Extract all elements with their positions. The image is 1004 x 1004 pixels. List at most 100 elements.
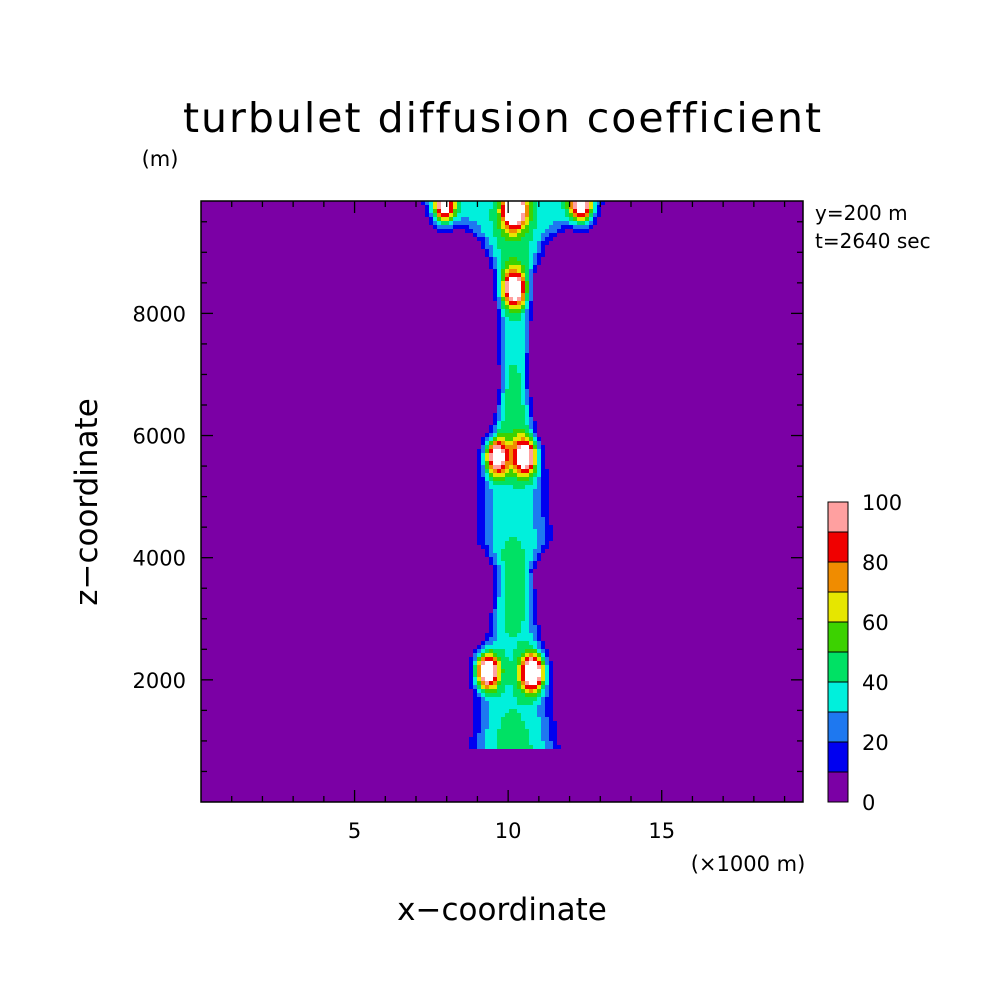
heatmap-cell <box>525 513 529 517</box>
heatmap-cell <box>533 269 537 273</box>
heatmap-cell <box>497 553 501 557</box>
heatmap-cell <box>533 445 537 449</box>
heatmap-cell <box>509 565 513 569</box>
heatmap-cell <box>517 573 521 577</box>
heatmap-cell <box>533 745 537 749</box>
heatmap-cell <box>477 649 481 653</box>
heatmap-cell <box>493 733 497 737</box>
heatmap-cell <box>489 209 493 213</box>
heatmap-cell <box>493 417 497 421</box>
heatmap-cell <box>505 389 509 393</box>
heatmap-cell <box>541 693 545 697</box>
heatmap-cell <box>437 225 441 229</box>
heatmap-cell <box>529 301 533 305</box>
heatmap-cell <box>493 521 497 525</box>
heatmap-cell <box>513 393 517 397</box>
heatmap-cell <box>509 405 513 409</box>
heatmap-cell <box>509 677 513 681</box>
heatmap-cell <box>541 665 545 669</box>
heatmap-cell <box>545 237 549 241</box>
heatmap-cell <box>497 229 501 233</box>
heatmap-cell <box>481 453 485 457</box>
heatmap-cell <box>445 229 449 233</box>
heatmap-cell <box>521 717 525 721</box>
heatmap-cell <box>521 309 525 313</box>
heatmap-cell <box>525 377 529 381</box>
heatmap-cell <box>545 745 549 749</box>
heatmap-cell <box>569 205 573 209</box>
heatmap-cell <box>489 425 493 429</box>
heatmap-cell <box>533 741 537 745</box>
heatmap-cell <box>501 549 505 553</box>
heatmap-cell <box>533 553 537 557</box>
heatmap-cell <box>521 501 525 505</box>
heatmap-cell <box>537 485 541 489</box>
heatmap-cell <box>521 609 525 613</box>
heatmap-cell <box>489 237 493 241</box>
heatmap-cell <box>521 713 525 717</box>
heatmap-cell <box>529 505 533 509</box>
heatmap-cell <box>513 453 517 457</box>
heatmap-cell <box>505 257 509 261</box>
heatmap-cell <box>477 729 481 733</box>
heatmap-cell <box>473 721 477 725</box>
heatmap-cell <box>469 669 473 673</box>
heatmap-cell <box>521 345 525 349</box>
heatmap-cell <box>529 681 533 685</box>
heatmap-cell <box>493 745 497 749</box>
heatmap-cell <box>493 553 497 557</box>
heatmap-cell <box>533 589 537 593</box>
heatmap-cell <box>541 241 545 245</box>
heatmap-cell <box>481 697 485 701</box>
heatmap-cell <box>517 373 521 377</box>
heatmap-cell <box>521 533 525 537</box>
heatmap-cell <box>533 469 537 473</box>
heatmap-cell <box>589 213 593 217</box>
heatmap-cell <box>493 549 497 553</box>
colorbar-swatch <box>827 591 849 623</box>
heatmap-cell <box>505 481 509 485</box>
heatmap-cell <box>493 485 497 489</box>
heatmap-cell <box>489 637 493 641</box>
heatmap-cell <box>517 497 521 501</box>
heatmap-cell <box>477 233 481 237</box>
heatmap-cell <box>513 337 517 341</box>
heatmap-cell <box>513 381 517 385</box>
heatmap-cell <box>493 653 497 657</box>
heatmap-cell <box>545 525 549 529</box>
heatmap-cell <box>501 313 505 317</box>
heatmap-cell <box>493 437 497 441</box>
heatmap-cell <box>521 421 525 425</box>
heatmap-cell <box>529 657 533 661</box>
heatmap-cell <box>433 209 437 213</box>
heatmap-cell <box>521 649 525 653</box>
heatmap-cell <box>529 717 533 721</box>
heatmap-cell <box>529 469 533 473</box>
heatmap-cell <box>517 237 521 241</box>
heatmap-cell <box>493 645 497 649</box>
heatmap-cell <box>577 229 581 233</box>
heatmap-cell <box>517 225 521 229</box>
heatmap-cell <box>593 205 597 209</box>
heatmap-cell <box>505 293 509 297</box>
heatmap-cell <box>545 665 549 669</box>
heatmap-cell <box>529 669 533 673</box>
heatmap-cell <box>465 229 469 233</box>
heatmap-cell <box>545 681 549 685</box>
heatmap-cell <box>489 685 493 689</box>
heatmap-cell <box>497 601 501 605</box>
heatmap-cell <box>521 725 525 729</box>
heatmap-cell <box>481 665 485 669</box>
heatmap-cell <box>497 441 501 445</box>
heatmap-cell <box>493 729 497 733</box>
heatmap-cell <box>509 229 513 233</box>
heatmap-cell <box>501 321 505 325</box>
heatmap-cell <box>497 473 501 477</box>
heatmap-cell <box>481 497 485 501</box>
heatmap-cell <box>513 509 517 513</box>
heatmap-cell <box>541 653 545 657</box>
heatmap-cell <box>525 589 529 593</box>
heatmap-cell <box>497 489 501 493</box>
heatmap-cell <box>509 205 513 209</box>
heatmap-cell <box>497 361 501 365</box>
